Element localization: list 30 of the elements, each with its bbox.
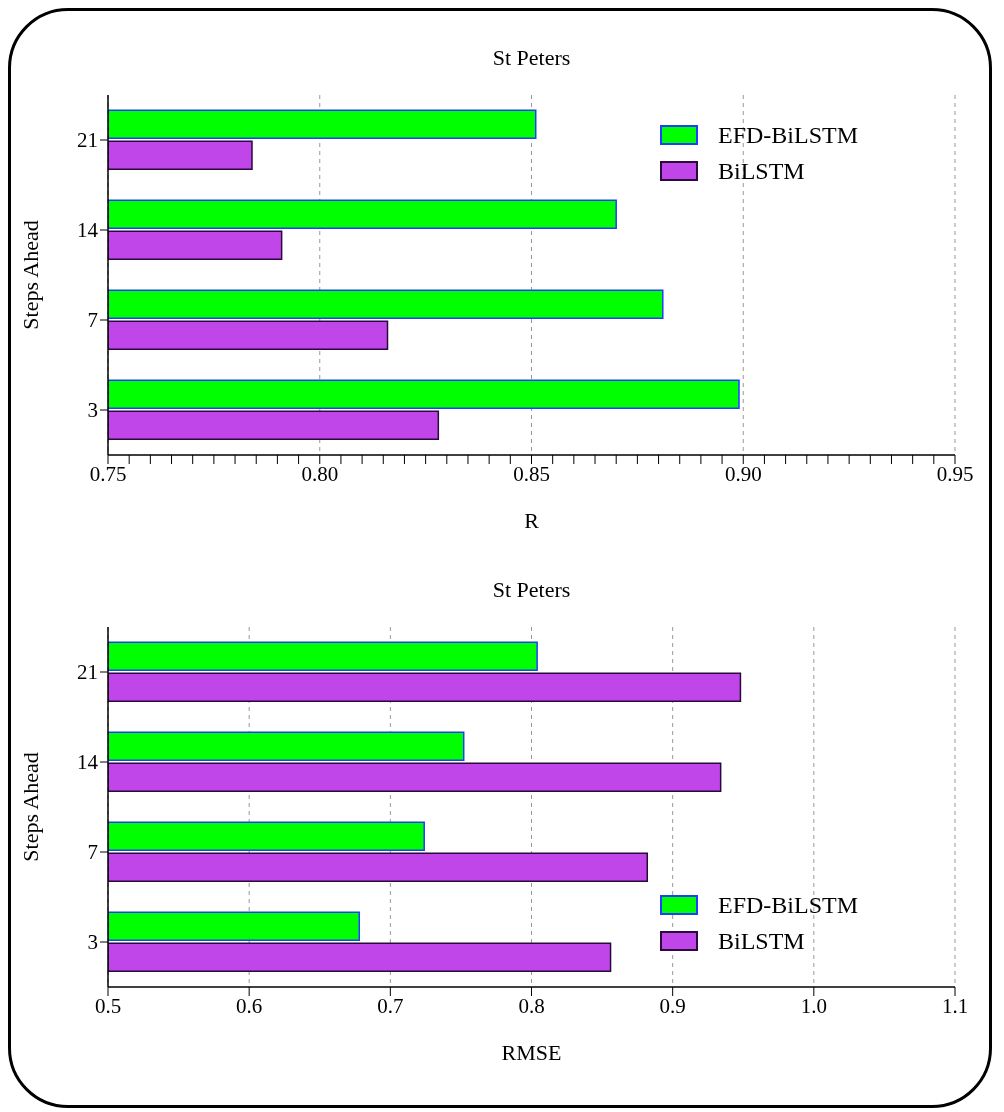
x-axis-title: RMSE [501, 1040, 562, 1065]
y-tick-label: 7 [87, 840, 98, 865]
x-tick-label: 0.8 [518, 993, 545, 1018]
legend-label: EFD-BiLSTM [718, 121, 859, 149]
x-axis-title: R [524, 508, 540, 533]
x-tick-label: 0.6 [236, 993, 263, 1018]
y-tick-label: 14 [77, 218, 99, 243]
legend-label: BiLSTM [718, 927, 805, 955]
chart-title: St Peters [491, 45, 572, 71]
legend-label: EFD-BiLSTM [718, 891, 859, 919]
x-tick-label: 0.9 [659, 993, 686, 1018]
x-tick-label: 0.80 [301, 461, 339, 486]
x-tick-label: 0.75 [89, 461, 127, 486]
chart-title: St Peters [491, 577, 572, 603]
x-tick-label: 1.0 [800, 993, 827, 1018]
y-tick-label: 7 [87, 308, 98, 333]
y-tick-label: 21 [77, 660, 98, 685]
y-axis-title: Steps Ahead [17, 220, 43, 330]
x-tick-label: 0.7 [377, 993, 404, 1018]
y-tick-label: 21 [77, 128, 98, 153]
y-tick-label: 3 [87, 398, 98, 423]
x-tick-label: 0.5 [94, 993, 122, 1018]
y-tick-label: 14 [77, 750, 99, 775]
y-axis-title: Steps Ahead [17, 752, 43, 862]
legend-label: BiLSTM [718, 157, 805, 185]
x-tick-label: 0.90 [724, 461, 762, 486]
x-tick-label: 1.1 [941, 993, 969, 1018]
x-tick-label: 0.85 [513, 461, 550, 486]
x-tick-label: 0.95 [936, 461, 974, 486]
y-tick-label: 3 [87, 930, 98, 955]
